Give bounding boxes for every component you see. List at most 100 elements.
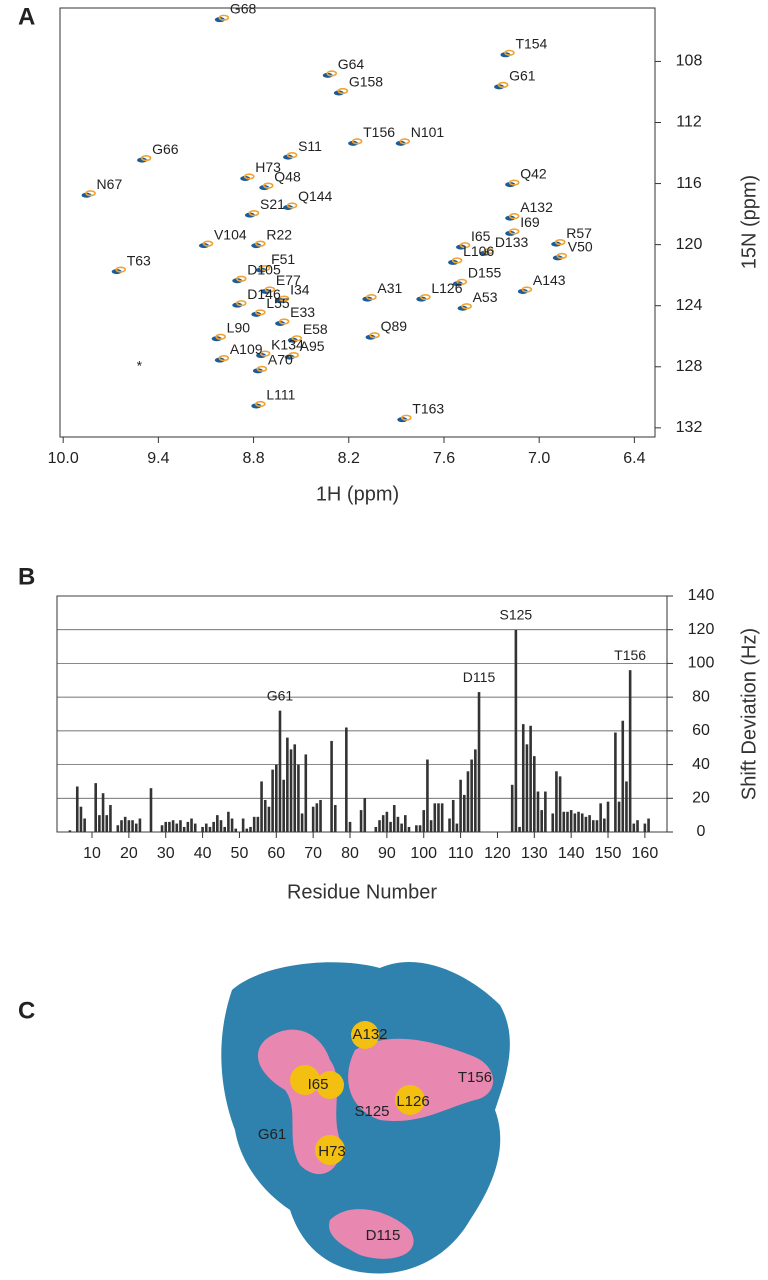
y-tick-label: 128 [676,358,703,375]
bar [614,732,617,832]
bar [429,820,433,832]
peak [262,182,274,189]
bar [418,825,422,832]
peak-label: K134 [271,336,304,352]
peak-label: I69 [520,214,540,230]
bar [455,823,459,832]
bar [333,805,337,832]
x-tick-label: 100 [410,845,437,862]
bar-annotation: D115 [463,669,496,685]
bar [518,826,521,832]
peak-label: V50 [568,239,593,255]
bar [348,821,352,832]
bar [109,805,112,832]
bar [544,791,547,832]
y-tick-label: 140 [688,587,715,604]
bar [83,818,86,832]
y-tick-label: 100 [688,655,715,672]
peak [278,318,290,325]
bar [389,821,392,832]
x-tick-label: 10 [83,845,101,862]
bar [275,764,278,832]
bar [245,828,249,832]
bar [116,825,120,832]
x-axis-label: 1H (ppm) [316,483,399,505]
y-tick-label: 108 [676,53,703,70]
peak-label: G68 [230,0,257,16]
x-tick-label: 130 [521,845,548,862]
peak-label: E33 [290,304,315,320]
bar [558,776,562,832]
bar [204,823,208,832]
y-tick-label: 60 [692,722,710,739]
residue-label: H73 [318,1143,346,1160]
peak-label: L90 [227,319,251,335]
bar [234,828,238,832]
bar [595,820,599,832]
peak-label: D146 [247,286,281,302]
bar [289,749,293,832]
residue-label: S125 [354,1103,389,1120]
x-tick-label: 20 [120,845,138,862]
peak-label: Q48 [274,168,301,184]
bar [101,793,105,832]
y-tick-label: 116 [676,175,702,192]
peak [459,242,471,249]
x-tick-label: 160 [632,845,659,862]
bar [525,744,529,832]
bar [521,724,525,832]
bar [175,823,179,832]
y-axis-label: 15N (ppm) [738,175,760,269]
peak [497,81,509,88]
bar [193,823,197,832]
peak [366,293,377,301]
peak-label: G61 [509,68,536,84]
bar [330,740,333,832]
peak [369,332,380,339]
residue-label: A132 [352,1026,387,1043]
bar [577,811,580,832]
bar [363,798,367,832]
peak-label: L126 [431,280,462,296]
x-tick-label: 7.0 [528,450,550,467]
bar [510,784,514,832]
bar [599,803,602,832]
peak [85,190,96,197]
peak [401,414,412,421]
peak [235,300,247,307]
peak-label: T63 [127,252,151,268]
peak-label: D105 [247,261,281,277]
peak [521,286,533,293]
bar [359,810,363,832]
bar [625,781,628,832]
peak-label: A53 [473,289,498,305]
x-tick-label: 9.4 [147,450,169,467]
x-tick-label: 30 [157,845,175,862]
peak [456,278,468,285]
peak-label: G158 [349,74,383,90]
peak-label: A95 [300,338,325,354]
x-tick-label: 70 [304,845,322,862]
bar [171,820,175,832]
panel-letter: A [18,3,35,30]
peak-label: D133 [495,234,529,250]
bar [536,791,540,832]
bar [392,805,396,832]
residue-label: D115 [366,1227,401,1244]
bar [466,771,470,832]
bar [422,810,426,832]
y-tick-label: 0 [697,823,706,840]
bar [591,820,595,832]
bar [241,818,245,832]
residue-label: G61 [258,1126,286,1143]
bar [227,811,230,832]
peak [255,309,266,316]
x-tick-label: 40 [194,845,212,862]
peak-label: L55 [266,295,290,311]
bar [385,811,389,832]
peak [259,350,271,357]
peak-label: T156 [363,124,395,140]
bar [643,823,647,832]
bar [179,820,182,832]
x-tick-label: 150 [595,845,622,862]
